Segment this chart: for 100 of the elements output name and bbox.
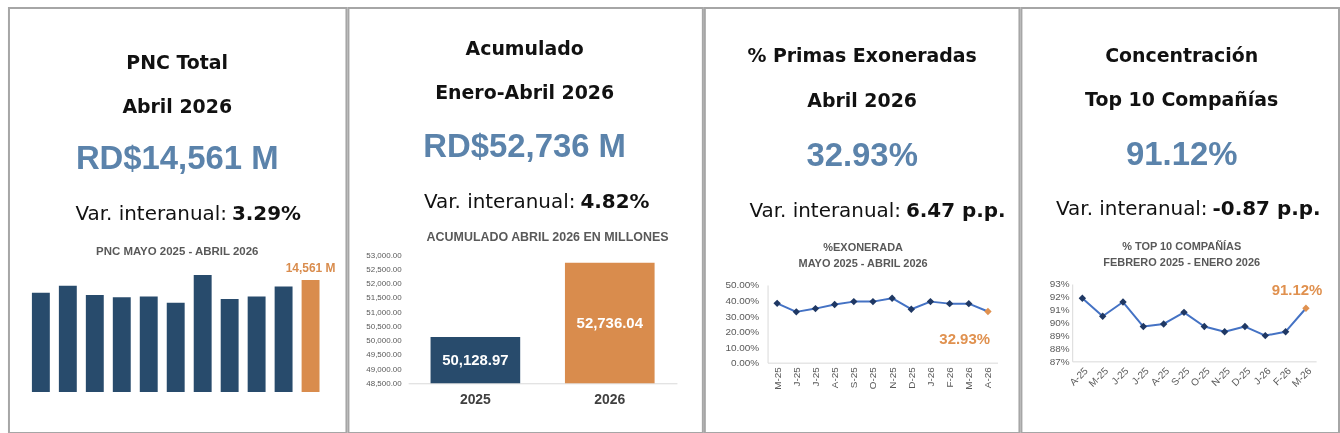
text: 32.93% bbox=[806, 136, 918, 174]
bar bbox=[58, 285, 77, 392]
point bbox=[888, 294, 896, 302]
x-tick-label: J-25 bbox=[809, 366, 821, 387]
bar bbox=[247, 296, 266, 392]
y-tick-label: 51,000.00 bbox=[366, 307, 403, 317]
y-tick-label: 40.00% bbox=[725, 295, 760, 307]
bar bbox=[139, 296, 158, 392]
y-tick-label: 93% bbox=[1049, 278, 1070, 290]
y-tick-label: 87% bbox=[1049, 355, 1070, 367]
y-tick-label: 48,500.00 bbox=[366, 378, 403, 388]
point bbox=[1200, 322, 1209, 331]
x-tick-label: D-25 bbox=[905, 366, 917, 389]
point bbox=[830, 300, 839, 309]
data-label: 52,736.04 bbox=[576, 313, 644, 331]
point bbox=[869, 297, 877, 306]
point bbox=[1281, 328, 1290, 336]
x-tick-label: 2025 bbox=[459, 390, 492, 407]
text: RD$14,561 M bbox=[75, 139, 279, 177]
chart-subtitle: FEBRERO 2025 - ENERO 2026 bbox=[1103, 255, 1261, 268]
x-tick-label: M-25 bbox=[771, 366, 783, 390]
text: -0.87 p.p. bbox=[1212, 197, 1321, 221]
point bbox=[811, 304, 820, 313]
bar bbox=[193, 275, 212, 392]
x-tick-label: F-26 bbox=[944, 366, 956, 388]
text: 91.12% bbox=[1126, 135, 1238, 173]
y-tick-label: 53,000.00 bbox=[366, 250, 403, 260]
text: Top 10 Compañías bbox=[1085, 88, 1279, 111]
y-tick-label: 50,500.00 bbox=[366, 321, 403, 331]
point bbox=[907, 305, 915, 313]
text: 4.82% bbox=[580, 190, 650, 214]
point bbox=[965, 299, 973, 308]
text: RD$52,736 M bbox=[423, 127, 626, 165]
text: Acumulado bbox=[465, 36, 584, 59]
x-tick-label: J-25 bbox=[790, 366, 802, 387]
point bbox=[1099, 312, 1107, 320]
point bbox=[1078, 294, 1087, 302]
text: Abril 2026 bbox=[807, 89, 917, 112]
bar bbox=[301, 279, 320, 392]
bar bbox=[112, 297, 131, 392]
text: Var. interanual: bbox=[423, 190, 576, 214]
y-tick-label: 20.00% bbox=[725, 326, 760, 338]
y-tick-label: 88% bbox=[1049, 342, 1070, 354]
y-tick-label: 0.00% bbox=[730, 357, 760, 369]
data-label: 50,128.97 bbox=[442, 351, 509, 369]
text: PNC Total bbox=[126, 50, 229, 73]
x-tick-label: A-26 bbox=[982, 366, 994, 389]
point bbox=[792, 308, 800, 316]
y-tick-label: 10.00% bbox=[725, 341, 760, 353]
y-tick-label: 30.00% bbox=[725, 310, 760, 322]
point bbox=[1241, 322, 1249, 331]
data-label: 91.12% bbox=[1271, 281, 1323, 299]
chart-title: %EXONERADA bbox=[823, 240, 904, 253]
point bbox=[773, 299, 781, 308]
text: 3.29% bbox=[231, 201, 302, 225]
text: % Primas Exoneradas bbox=[747, 43, 977, 66]
bar bbox=[220, 298, 239, 392]
point bbox=[984, 307, 992, 316]
point bbox=[1220, 328, 1229, 336]
text: Var. interanual: bbox=[75, 201, 227, 225]
x-tick-label: A-25 bbox=[829, 366, 841, 389]
data-label: 14,561 M bbox=[285, 260, 336, 275]
y-tick-label: 49,000.00 bbox=[366, 364, 403, 374]
y-tick-label: 50,000.00 bbox=[366, 336, 403, 346]
data-label: 32.93% bbox=[939, 330, 990, 348]
x-tick-label: O-25 bbox=[867, 366, 879, 390]
chart-title: PNC MAYO 2025 - ABRIL 2026 bbox=[96, 244, 259, 257]
chart-title: ACUMULADO ABRIL 2026 EN MILLONES bbox=[426, 229, 669, 244]
y-tick-label: 90% bbox=[1049, 317, 1070, 329]
y-tick-label: 52,500.00 bbox=[366, 264, 403, 274]
point bbox=[850, 297, 858, 306]
bar bbox=[166, 302, 185, 392]
y-tick-label: 51,500.00 bbox=[366, 293, 403, 303]
bar bbox=[274, 286, 293, 392]
x-tick-label: J-26 bbox=[924, 366, 936, 387]
x-tick-label: 2026 bbox=[594, 390, 626, 407]
y-tick-label: 49,500.00 bbox=[366, 350, 403, 360]
text: Abril 2026 bbox=[122, 95, 233, 118]
x-tick-label: S-25 bbox=[848, 366, 860, 389]
text: Enero-Abril 2026 bbox=[435, 80, 615, 103]
point bbox=[945, 299, 954, 308]
point bbox=[1159, 320, 1168, 328]
point bbox=[1261, 331, 1269, 340]
y-tick-label: 52,000.00 bbox=[366, 279, 403, 289]
bar bbox=[31, 292, 50, 392]
bar bbox=[85, 295, 104, 392]
point bbox=[926, 297, 935, 306]
text: Concentración bbox=[1105, 43, 1259, 66]
y-tick-label: 50.00% bbox=[725, 279, 760, 291]
x-tick-label: N-25 bbox=[886, 366, 898, 389]
y-tick-label: 91% bbox=[1049, 304, 1070, 316]
point bbox=[1139, 322, 1148, 331]
text: Var. interanual: bbox=[749, 199, 901, 222]
chart-subtitle: MAYO 2025 - ABRIL 2026 bbox=[798, 256, 928, 269]
point bbox=[1180, 308, 1188, 317]
chart-title: % TOP 10 COMPAÑÍAS bbox=[1122, 239, 1242, 252]
text: 6.47 p.p. bbox=[905, 199, 1006, 222]
text: Var. interanual: bbox=[1056, 197, 1208, 221]
y-tick-label: 89% bbox=[1049, 330, 1070, 342]
x-tick-label: M-26 bbox=[963, 366, 975, 390]
